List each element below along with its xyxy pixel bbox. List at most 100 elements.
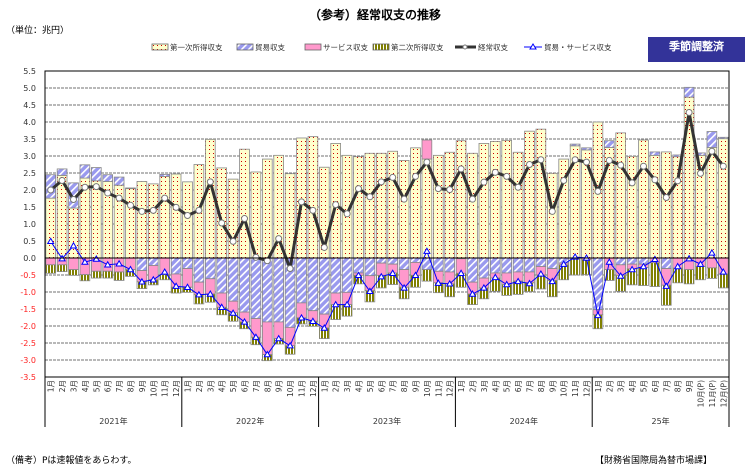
x-tick-label: 8月 (263, 380, 272, 392)
point-current-account (343, 210, 351, 218)
year-label: 2024年 (510, 416, 538, 426)
y-tick-label: 4.5 (23, 101, 36, 110)
bar-secondary-income (56, 264, 68, 272)
point-current-account (457, 165, 465, 173)
bar-secondary-income (113, 271, 125, 281)
x-tick-label: 9月 (548, 380, 557, 392)
point-goods-services (616, 272, 625, 279)
x-tick-label: 9月 (685, 380, 694, 392)
bar-trade-balance (604, 140, 615, 148)
point-goods-services (195, 290, 203, 298)
x-tick-label: 12月 (446, 380, 455, 397)
bar-primary-income (45, 197, 56, 259)
bar-trade-balance (524, 257, 535, 273)
x-tick-label: 8月 (127, 380, 136, 392)
point-goods-services (354, 271, 363, 279)
legend-marker (529, 43, 537, 50)
x-tick-label: 7月 (252, 380, 261, 392)
bar-primary-income (307, 136, 319, 259)
point-current-account (161, 194, 169, 202)
bar-trade-balance (661, 257, 672, 269)
point-goods-services (480, 283, 488, 291)
point-goods-services (434, 279, 443, 286)
bar-primary-income (615, 132, 626, 259)
bar-secondary-income (79, 274, 91, 282)
bar-primary-income (489, 140, 501, 259)
point-current-account (400, 195, 408, 203)
point-goods-services (274, 334, 283, 342)
x-tick-label: 4月 (628, 380, 637, 392)
legend-label: 貿易・サービス収支 (544, 42, 612, 52)
x-tick-label: 6月 (241, 380, 250, 392)
point-current-account (548, 207, 556, 215)
point-goods-services (719, 267, 728, 275)
y-tick-label: 5.0 (23, 84, 36, 93)
bar-primary-income (364, 152, 376, 259)
x-tick-label: 11月 (571, 380, 580, 397)
point-goods-services (457, 269, 465, 276)
bar-trade-balance (649, 151, 661, 156)
point-current-account (184, 212, 191, 219)
bar-primary-income (296, 137, 307, 259)
bar-trade-balance (216, 257, 228, 294)
y-tick-label: 2.0 (23, 186, 36, 195)
x-tick-label: 6月 (514, 380, 523, 392)
x-tick-label: 3月 (206, 380, 215, 392)
bar-secondary-income (718, 273, 729, 289)
bar-trade-balance (91, 167, 102, 182)
point-current-account (480, 178, 488, 186)
point-goods-services (331, 300, 340, 308)
y-tick-label: 0.5 (23, 237, 36, 246)
x-tick-label: 1月 (320, 380, 329, 392)
bar-secondary-income (695, 266, 706, 281)
point-current-account (423, 158, 431, 166)
point-current-account (446, 186, 454, 194)
bar-services-balance (45, 257, 56, 266)
bar-secondary-income (683, 269, 695, 285)
bar-trade-balance (489, 257, 501, 274)
point-current-account (571, 156, 579, 164)
point-goods-services (286, 341, 294, 349)
point-current-account (275, 235, 283, 243)
y-tick-label: -2.0 (20, 322, 36, 331)
x-tick-label: 7月 (389, 380, 398, 392)
bar-trade-balance (102, 174, 114, 182)
bar-trade-balance (626, 257, 638, 265)
chart-title: （参考）経常収支の推移 (309, 7, 441, 22)
x-tick-label: 4月 (491, 380, 500, 392)
point-goods-services (696, 260, 705, 267)
point-current-account (389, 173, 397, 181)
legend: 第一次所得収支 貿易収支 サービス収支 第二次所得収支 経常収支 貿易・サービス収支 (151, 42, 612, 52)
bar-primary-income (706, 147, 718, 259)
unit-label: （単位：兆円） (6, 24, 69, 36)
point-current-account (309, 206, 317, 214)
x-tick-label: 3月 (480, 380, 489, 392)
point-current-account (594, 187, 602, 195)
point-goods-services (594, 311, 602, 319)
x-tick-label: 5月 (366, 380, 375, 392)
bar-primary-income (387, 150, 398, 259)
x-tick-label: 12月 (583, 380, 592, 397)
point-goods-services (217, 303, 226, 310)
point-goods-services (297, 313, 306, 321)
point-goods-services (206, 290, 215, 297)
bar-primary-income (147, 183, 159, 259)
point-current-account (719, 162, 727, 170)
plot-frame (44, 70, 730, 378)
point-current-account (685, 108, 693, 116)
legend-current-account: 経常収支 (455, 42, 508, 52)
bar-secondary-income (649, 262, 661, 287)
bar-trade-balance (478, 257, 490, 279)
point-current-account (332, 201, 340, 209)
bar-trade-balance (569, 143, 581, 147)
point-goods-services (252, 333, 260, 340)
legend-primary-income: 第一次所得収支 (151, 42, 223, 52)
legend-marker (462, 44, 468, 50)
bar-trade-balance (250, 257, 262, 319)
point-goods-services (138, 277, 146, 285)
bar-services-balance (68, 257, 79, 270)
x-tick-label: 1月 (594, 380, 603, 392)
point-current-account (605, 156, 613, 164)
bar-primary-income (638, 139, 649, 259)
point-goods-services (423, 247, 431, 254)
